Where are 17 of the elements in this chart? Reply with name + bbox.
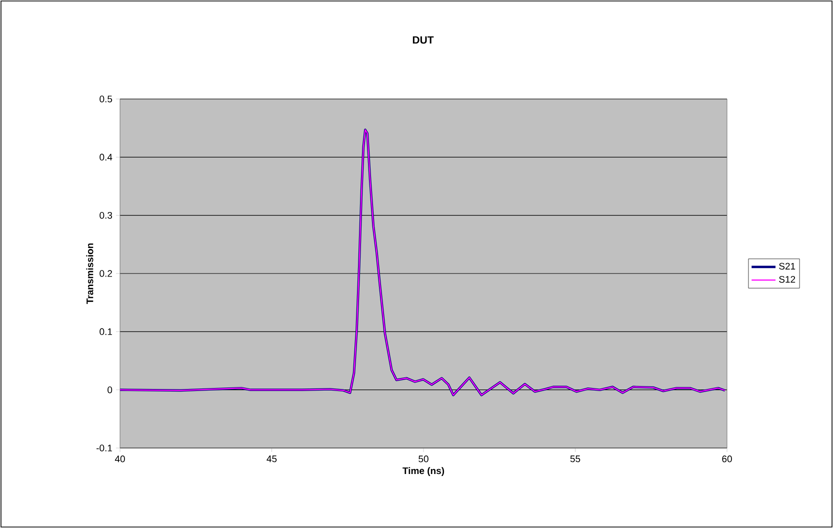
y-tick-label: -0.1 [96,444,112,452]
legend-label: S12 [779,276,796,283]
y-axis-title: Transmission [86,243,94,304]
y-tick-label: 0.5 [100,96,112,102]
y-tick-label: 0.2 [100,270,112,277]
x-tick-label: 45 [266,456,277,462]
x-tick-label: 60 [722,456,732,462]
y-tick-label: 0 [108,386,112,394]
chart-title: DUT [412,36,434,44]
y-tick-label: 0.1 [100,328,112,336]
x-tick-label: 40 [114,456,125,462]
y-tick-label: 0.4 [100,154,112,161]
x-axis-title: Time (ns) [402,467,444,476]
y-tick-label: 0.3 [100,212,112,219]
x-tick-label: 55 [570,456,580,462]
x-tick-label: 50 [418,456,428,462]
legend-label: S21 [779,262,796,270]
